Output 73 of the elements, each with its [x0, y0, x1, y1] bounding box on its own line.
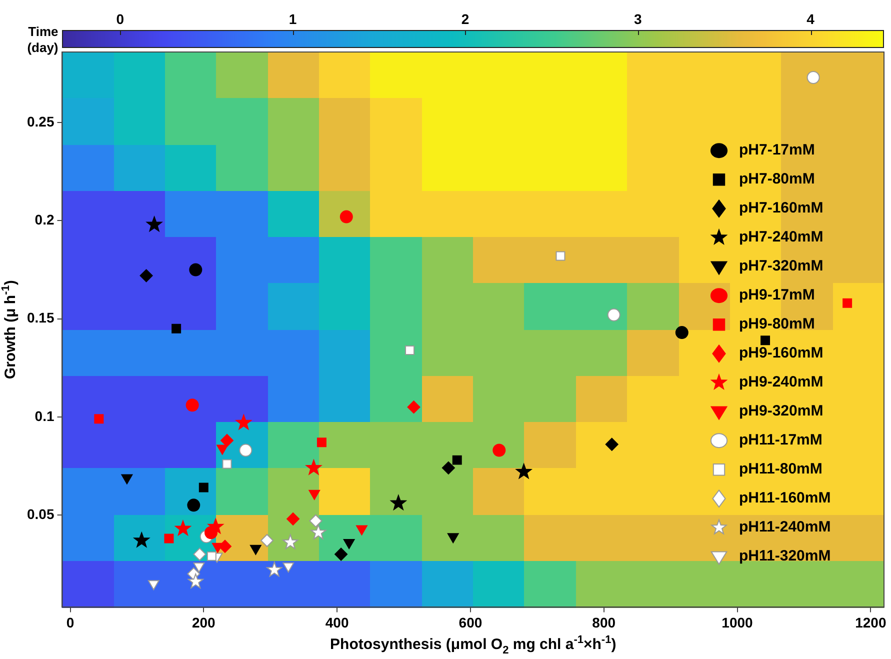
point — [172, 324, 182, 334]
x-tick-label: 0 — [66, 614, 74, 630]
point — [334, 548, 348, 561]
x-tick-label: 400 — [325, 614, 349, 630]
point — [675, 326, 688, 340]
point — [164, 534, 174, 544]
point — [236, 414, 252, 430]
point — [187, 498, 200, 512]
point — [405, 345, 414, 355]
point — [309, 514, 322, 528]
legend-label: pH11-320mM — [739, 548, 831, 565]
legend-label: pH9-160mM — [739, 344, 824, 362]
color-bar-label: 0 — [116, 11, 124, 27]
point — [250, 544, 262, 555]
point — [442, 461, 455, 474]
y-tick-label: 0.15 — [27, 310, 54, 326]
point — [607, 308, 620, 322]
legend-label: pH7-160mM — [739, 200, 824, 217]
y-axis-title: Growth (μ h-1) — [0, 280, 20, 380]
point — [760, 336, 770, 346]
point — [220, 434, 234, 447]
point — [343, 538, 355, 549]
point — [208, 518, 224, 534]
legend-label: pH9-80mM — [739, 316, 815, 333]
point — [94, 414, 104, 424]
point — [308, 490, 320, 500]
y-tick-label: 0.2 — [34, 212, 54, 228]
point — [146, 216, 162, 232]
color-bar-label: 3 — [634, 11, 642, 27]
legend-label: pH11-240mM — [739, 518, 831, 536]
y-tick-label: 0.1 — [34, 408, 54, 424]
legend-label: pH9-240mM — [739, 374, 824, 391]
x-tick-label: 200 — [192, 614, 216, 630]
point — [266, 562, 282, 577]
point — [407, 400, 420, 414]
point — [189, 263, 202, 276]
point — [206, 551, 216, 561]
point — [140, 269, 153, 282]
x-tick-label: 800 — [592, 614, 616, 630]
point — [605, 438, 618, 451]
point — [218, 540, 232, 553]
point — [198, 482, 208, 492]
legend-label: pH11-80mM — [739, 460, 822, 478]
legend-label: pH11-17mM — [739, 432, 822, 449]
point — [556, 251, 566, 261]
point — [286, 512, 300, 526]
color-bar-label: 2 — [461, 11, 470, 27]
point — [260, 534, 274, 547]
point — [175, 520, 191, 536]
legend-label: pH9-17mM — [739, 286, 815, 304]
color-bar-label: 1 — [288, 11, 297, 27]
color-bar-title: Time (day) — [26, 24, 58, 56]
x-tick-label: 1000 — [722, 614, 754, 630]
point — [516, 464, 532, 479]
point — [452, 455, 462, 465]
point — [193, 548, 206, 561]
legend-label: pH7-240mM — [739, 228, 824, 246]
legend-label: pH11-160mM — [739, 490, 831, 507]
y-tick-label: 0.25 — [27, 113, 54, 130]
point — [306, 460, 322, 475]
legend-label: pH7-17mM — [739, 142, 815, 159]
point — [222, 459, 232, 469]
point — [842, 298, 852, 308]
color-bar-label: 4 — [806, 11, 814, 27]
legend-label: pH9-320mM — [739, 402, 824, 420]
y-tick-label: 0.05 — [27, 506, 54, 522]
point — [310, 524, 326, 540]
legend-label: pH7-320mM — [739, 258, 824, 275]
x-tick-label: 1200 — [855, 614, 886, 630]
legend-label: pH7-80mM — [739, 170, 815, 188]
point — [316, 438, 326, 448]
point — [390, 495, 406, 510]
x-tick-label: 600 — [458, 614, 482, 630]
